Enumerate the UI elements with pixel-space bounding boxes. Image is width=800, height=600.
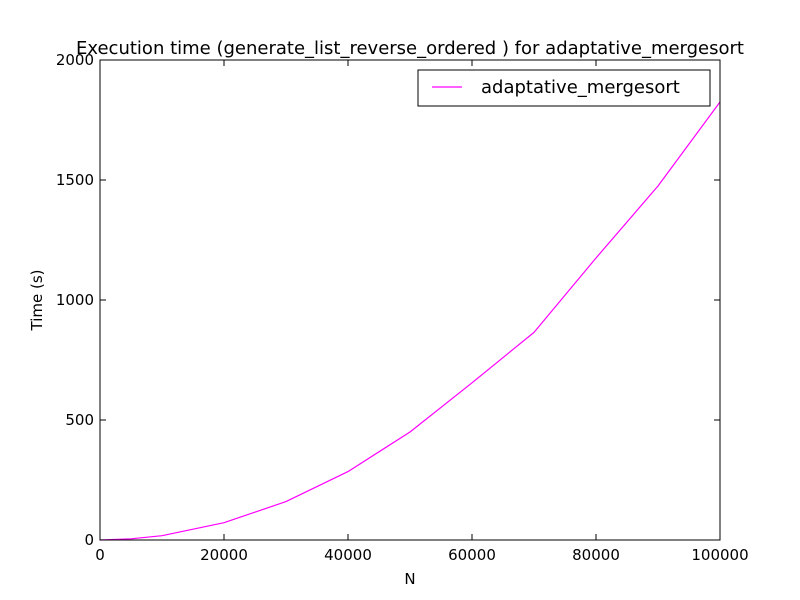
legend-box	[417, 69, 711, 107]
plot-area: 0 20000 40000 60000 80000 100000 0 500 1000 1500 2…	[56, 51, 749, 564]
y-tick-label-1: 500	[65, 411, 94, 429]
x-tick-label-4: 80000	[572, 546, 620, 564]
x-axis-label: N	[404, 570, 415, 588]
y-tick-label-2: 1000	[56, 291, 94, 309]
x-tick-label-0: 0	[95, 546, 105, 564]
y-tick-label-3: 1500	[56, 171, 94, 189]
x-tick-label-1: 20000	[200, 546, 248, 564]
y-axis-label: Time (s)	[28, 270, 46, 332]
legend: adaptative_mergesort	[417, 69, 711, 107]
legend-label-0: adaptative_mergesort	[481, 77, 680, 98]
x-tick-label-2: 40000	[324, 546, 372, 564]
y-tick-label-4: 2000	[56, 51, 94, 69]
chart-title: Execution time (generate_list_reverse_or…	[76, 38, 744, 59]
x-tick-label-3: 60000	[448, 546, 496, 564]
x-tick-label-5: 100000	[691, 546, 748, 564]
series-line-0	[99, 101, 721, 541]
plot-frame	[99, 59, 721, 541]
y-tick-label-0: 0	[84, 531, 94, 549]
